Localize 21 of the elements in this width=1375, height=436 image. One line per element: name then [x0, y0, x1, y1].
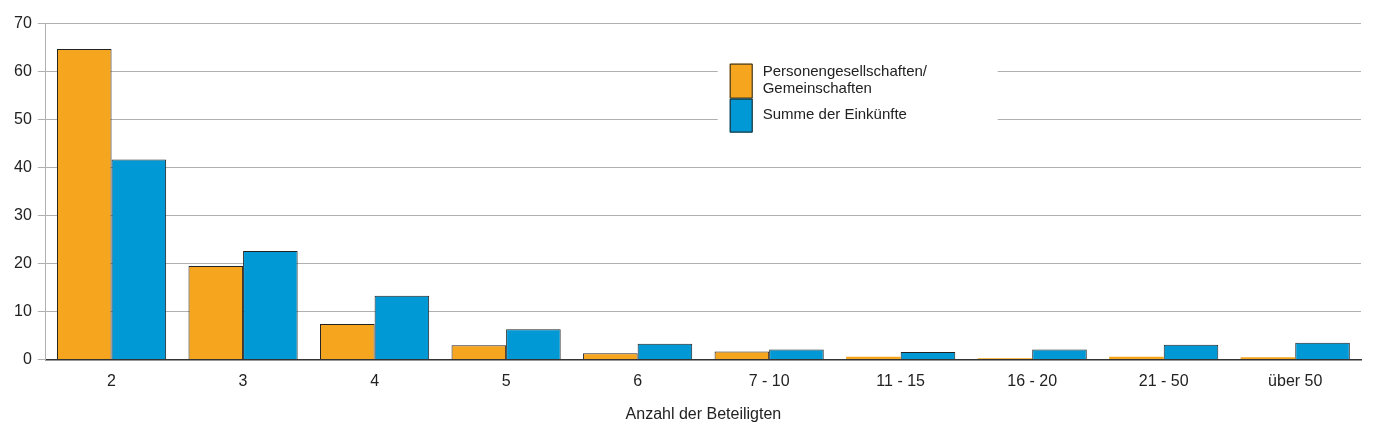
- x-tick-label: 16 - 20: [1007, 371, 1058, 389]
- x-axis-title: Anzahl der Beteiligten: [625, 404, 782, 422]
- y-tick-label: 70: [14, 14, 32, 32]
- y-tick-label: 0: [22, 350, 32, 368]
- y-tick-label: 40: [14, 158, 32, 176]
- y-tick-label: 50: [14, 110, 32, 128]
- y-tick-label: 10: [14, 302, 32, 320]
- x-tick-label: 5: [501, 371, 511, 389]
- x-tick-label: 11 - 15: [876, 371, 926, 389]
- x-tick-label: 3: [238, 371, 248, 389]
- legend-label: Summe der Einkünfte: [762, 104, 907, 122]
- x-tick-label: 2: [107, 371, 117, 389]
- y-tick-label: 20: [14, 254, 32, 272]
- y-tick-label: 60: [14, 62, 32, 80]
- x-tick-label: 7 - 10: [748, 371, 790, 389]
- x-tick-label: über 50: [1268, 371, 1323, 389]
- legend-label: Personengesellschaften/ Gemeinschaften: [762, 61, 928, 96]
- x-tick-label: 4: [370, 371, 380, 389]
- x-tick-label: 6: [633, 371, 643, 389]
- x-tick-label: 21 - 50: [1138, 371, 1189, 389]
- y-tick-label: 30: [14, 206, 32, 224]
